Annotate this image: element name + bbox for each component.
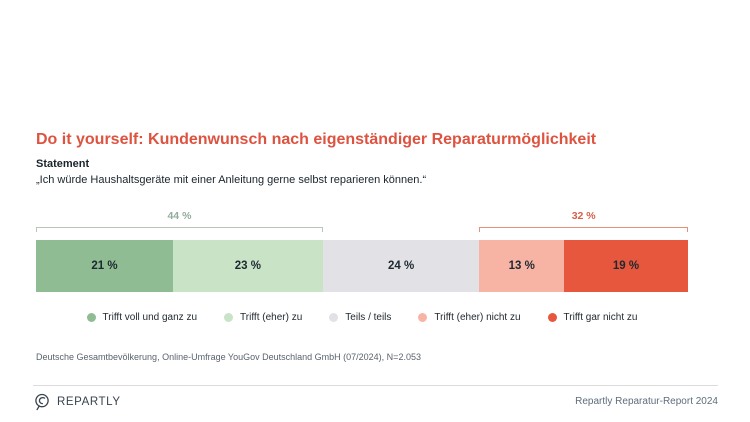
brand-name: REPARTLY [57, 396, 121, 408]
bar-segment-value-label: 13 % [508, 260, 535, 272]
legend-label: Trifft gar nicht zu [563, 311, 638, 323]
brackets: 44 % 32 % [36, 204, 688, 234]
footer-divider [33, 385, 718, 386]
statement-label: Statement [36, 158, 90, 170]
bracket-sum-label: 44 % [167, 210, 192, 222]
legend-item: Trifft (eher) zu [224, 312, 302, 323]
legend-dot-icon [86, 312, 96, 322]
footer-brand: REPARTLY [33, 393, 121, 411]
bar-segment-value-label: 19 % [612, 260, 640, 272]
legend: Trifft voll und ganz zu Trifft (eher) zu T… [36, 308, 688, 326]
statement-quote: „Ich würde Haushaltsgeräte mit einer Anl… [36, 174, 427, 186]
bar-segment-value-label: 21 % [91, 260, 118, 272]
legend-item: Trifft gar nicht zu [547, 311, 638, 323]
legend-label: Trifft (eher) zu [240, 311, 303, 323]
stacked-bar: 21 % 23 % 24 % 13 % 19 % [36, 240, 688, 292]
bar-segment-value-label: 24 % [387, 260, 415, 272]
bar-segment-1: 21 % [36, 240, 173, 292]
bar-segment-value-label: 23 % [234, 260, 261, 272]
legend-label: Trifft (eher) nicht zu [434, 311, 521, 323]
bar-segment-5: 19 % [564, 240, 688, 292]
page-title: Do it yourself: Kundenwunsch nach eigens… [36, 131, 597, 148]
bracket-line [479, 227, 688, 232]
legend-label: Teils / teils [345, 311, 392, 323]
legend-dot-icon [224, 312, 234, 322]
legend-item: Trifft voll und ganz zu [86, 311, 198, 323]
legend-item: Trifft (eher) nicht zu [418, 311, 521, 323]
bar-segment-4: 13 % [479, 240, 565, 292]
footer-report-title: Repartly Reparatur-Report 2024 [575, 396, 718, 407]
repartly-logo-icon [33, 393, 50, 411]
legend-label: Trifft voll und ganz zu [102, 311, 198, 323]
legend-dot-icon [547, 312, 557, 322]
bracket-2: 32 % [479, 210, 688, 232]
legend-dot-icon [418, 312, 428, 322]
legend-item: Teils / teils [329, 312, 391, 323]
bracket-1: 44 % [36, 210, 323, 232]
bracket-sum-label: 32 % [571, 210, 596, 222]
source-footnote: Deutsche Gesamtbevölkerung, Online-Umfra… [36, 352, 421, 362]
bar-segment-2: 23 % [172, 240, 323, 292]
bar-segment-3: 24 % [322, 240, 480, 292]
bracket-line [36, 227, 323, 232]
legend-dot-icon [329, 312, 339, 322]
